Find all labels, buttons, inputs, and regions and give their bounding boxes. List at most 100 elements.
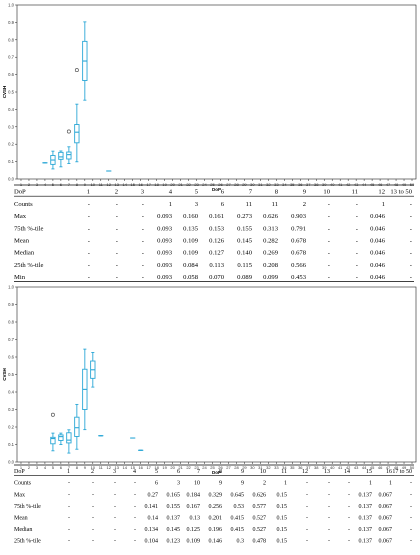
- table-cell: -: [116, 238, 118, 245]
- table-cell: -: [410, 238, 412, 245]
- table-cell: -: [134, 539, 136, 545]
- table-cell: 0.13: [190, 516, 201, 522]
- x-tick-label: 46: [378, 465, 383, 470]
- table-cell: 11: [246, 201, 252, 208]
- y-tick-label: 0.5: [8, 90, 14, 95]
- plot-frame: [17, 287, 416, 462]
- x-tick-label: 17: [146, 182, 151, 187]
- table-cell: -: [88, 238, 90, 245]
- table-cell: -: [348, 527, 350, 533]
- x-tick-label: 21: [178, 182, 183, 187]
- table-cell: 0.109: [187, 539, 201, 545]
- table-cell: 0.15: [277, 516, 288, 522]
- table-cell: 1: [169, 201, 172, 208]
- table-cell: 0.566: [291, 262, 307, 269]
- box-iqr: [67, 152, 71, 159]
- table-cell: -: [142, 225, 144, 232]
- table-cell: 0.208: [263, 262, 279, 269]
- table-cell: 0.626: [263, 213, 279, 220]
- table-cell: 0.160: [183, 213, 199, 220]
- table-cell: 0.146: [209, 539, 223, 545]
- outlier-point: [51, 413, 54, 416]
- box-dop-7: [67, 130, 71, 164]
- box-dop-7: [67, 430, 71, 453]
- table-cell: -: [306, 527, 308, 533]
- table-cell: -: [306, 481, 308, 487]
- x-tick-label: 36: [298, 182, 303, 187]
- table-cell: 0.282: [263, 238, 278, 245]
- table-cell: -: [142, 213, 144, 220]
- table-cell: -: [88, 250, 90, 257]
- table-cell: 1: [284, 481, 287, 487]
- table-cell: -: [142, 262, 144, 269]
- x-tick-label: 10: [91, 182, 96, 187]
- table-cell: -: [68, 539, 70, 545]
- table-header-cell: 7: [197, 469, 200, 475]
- table-cell: 0.53: [234, 504, 245, 510]
- table-cell: -: [306, 504, 308, 510]
- table-cell: -: [356, 262, 358, 269]
- table-cell: 0.329: [209, 492, 223, 498]
- y-tick-label: 0.6: [8, 72, 14, 77]
- table-cell: -: [114, 539, 116, 545]
- table-cell: 3: [177, 481, 180, 487]
- y-tick-label: 0.1: [8, 159, 14, 164]
- table-cell: 0.269: [263, 250, 279, 257]
- y-tick-label: 0.1: [8, 442, 14, 447]
- y-tick-label: 0.6: [8, 355, 14, 360]
- x-tick-label: 27: [226, 465, 231, 470]
- table-header-cell: 2: [91, 469, 94, 475]
- x-tick-label: 39: [322, 182, 327, 187]
- table-cell: -: [116, 250, 118, 257]
- table-cell: 0.067: [379, 539, 393, 545]
- table-cell: 0.415: [231, 516, 245, 522]
- x-tick-label: 38: [314, 182, 319, 187]
- x-tick-label: 15: [130, 182, 135, 187]
- table-header-cell: DoP: [14, 469, 25, 475]
- table-cell: -: [114, 504, 116, 510]
- table-cell: 0.123: [167, 539, 181, 545]
- box-iqr: [75, 125, 79, 143]
- table-header-cell: 10: [260, 469, 266, 475]
- table-cell: 0.093: [157, 274, 173, 281]
- table-header-cell: 14: [344, 469, 350, 475]
- x-tick-label: 19: [162, 465, 167, 470]
- x-tick-label: 16: [138, 182, 143, 187]
- table-row-label: Counts: [14, 481, 32, 487]
- table-cell: 0.067: [379, 492, 393, 498]
- table-cell: 0.165: [167, 492, 181, 498]
- table-cell: -: [410, 274, 412, 281]
- box-dop-8: [75, 404, 79, 449]
- table-cell: -: [114, 481, 116, 487]
- y-tick-label: 0.7: [8, 337, 14, 342]
- x-tick-label: 28: [234, 465, 239, 470]
- table-cell: -: [410, 481, 412, 487]
- table-cell: -: [410, 516, 412, 522]
- table-row-label: Min: [14, 274, 26, 281]
- y-tick-label: 1.0: [8, 3, 14, 8]
- table-cell: -: [356, 238, 358, 245]
- table-cell: 0.3: [237, 539, 245, 545]
- table-cell: -: [88, 201, 90, 208]
- table-cell: -: [142, 250, 144, 257]
- table-cell: 0.453: [291, 274, 307, 281]
- table-cell: -: [114, 492, 116, 498]
- table-cell: -: [68, 527, 70, 533]
- table-cell: -: [116, 262, 118, 269]
- table-cell: 0.626: [253, 492, 267, 498]
- x-tick-label: 7: [68, 182, 71, 187]
- box-iqr: [59, 435, 63, 441]
- x-tick-label: 6: [60, 182, 63, 187]
- x-tick-label: 50: [410, 182, 415, 187]
- y-tick-label: 0.2: [8, 425, 14, 430]
- table-cell: 0.067: [379, 504, 393, 510]
- table-cell: 0.15: [277, 504, 288, 510]
- table-header-cell: 11: [281, 469, 287, 475]
- table-header-cell: 13 to 50: [390, 189, 412, 196]
- table-cell: 0.478: [253, 539, 267, 545]
- table-cell: 0.791: [291, 225, 306, 232]
- table-cell: 9: [241, 481, 244, 487]
- table-header-cell: 3: [113, 469, 116, 475]
